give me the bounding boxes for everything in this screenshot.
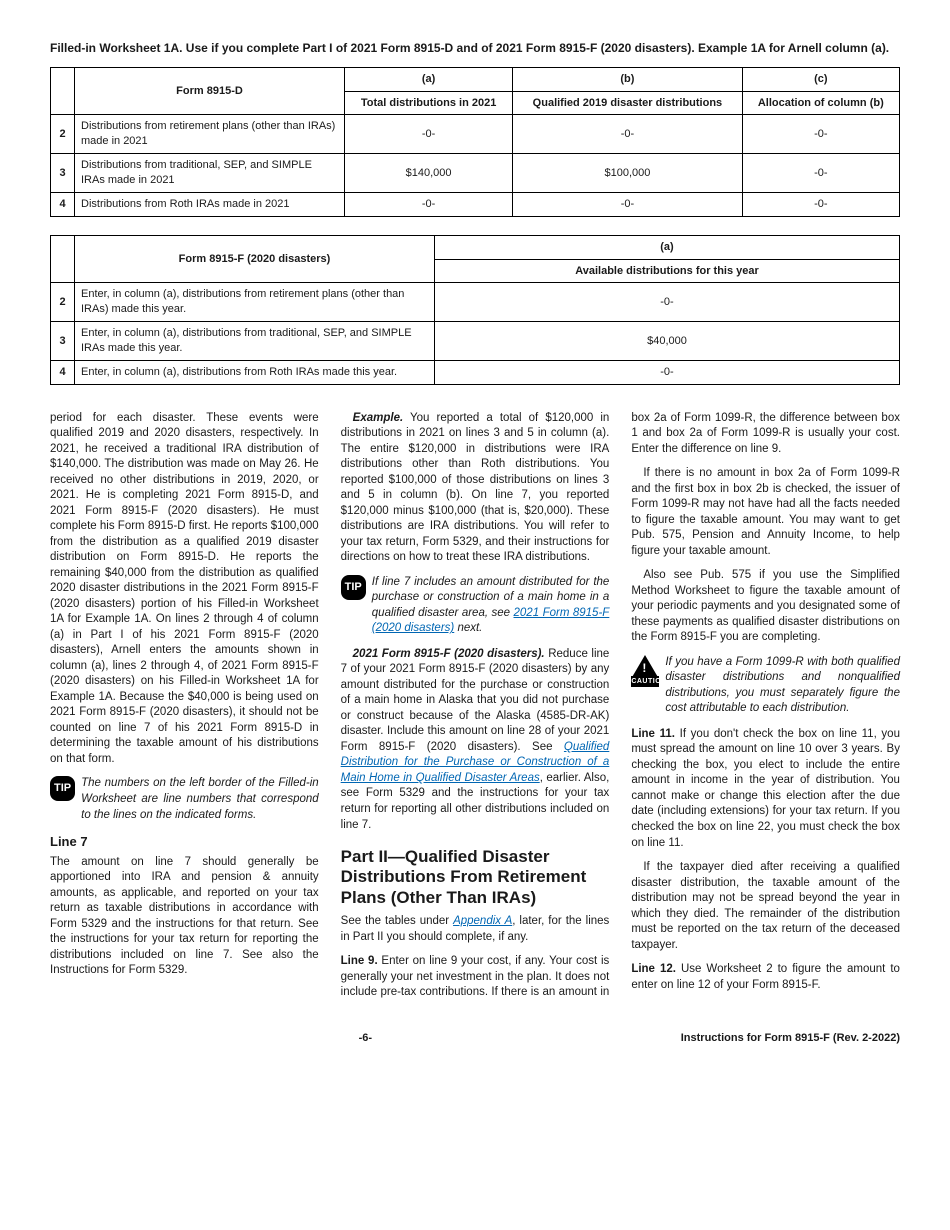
part2-pre: See the tables under — [341, 915, 453, 927]
th-a: (a) — [345, 67, 513, 91]
example-label: Example. — [353, 412, 404, 424]
para-line7: The amount on line 7 should generally be… — [50, 855, 319, 979]
th-b2: Qualified 2019 disaster distributions — [513, 91, 742, 115]
para-part2: See the tables under Appendix A, later, … — [341, 914, 610, 945]
table-row: 2 Enter, in column (a), distributions fr… — [51, 283, 900, 322]
table-row: 4 Distributions from Roth IRAs made in 2… — [51, 192, 900, 216]
table-row: 2 Distributions from retirement plans (o… — [51, 115, 900, 154]
line11-label: Line 11. — [631, 728, 675, 740]
cell-val: $140,000 — [345, 154, 513, 193]
cell-desc: Distributions from Roth IRAs made in 202… — [75, 192, 345, 216]
p2020-label: 2021 Form 8915-F (2020 disasters). — [353, 648, 545, 660]
cell-num: 4 — [51, 360, 75, 384]
tip-2: TIP If line 7 includes an amount distrib… — [341, 575, 610, 637]
para-line11b: If the taxpayer died after receiving a q… — [631, 860, 900, 953]
caution-icon: CAUTION — [631, 655, 659, 681]
para-line12: Line 12. Use Worksheet 2 to figure the a… — [631, 962, 900, 993]
footer-right: Instructions for Form 8915-F (Rev. 2-202… — [681, 1031, 900, 1046]
page-footer: -6- Instructions for Form 8915-F (Rev. 2… — [50, 1031, 900, 1046]
worksheet-title: Filled-in Worksheet 1A. Use if you compl… — [50, 40, 900, 57]
cell-desc: Distributions from retirement plans (oth… — [75, 115, 345, 154]
caution-label: CAUTION — [631, 676, 659, 687]
cell-val: -0- — [345, 115, 513, 154]
example-text: You reported a total of $120,000 in dist… — [341, 412, 610, 564]
th-c2: Allocation of column (b) — [742, 91, 899, 115]
tip-text: If line 7 includes an amount distributed… — [372, 575, 610, 637]
cell-val: -0- — [742, 154, 899, 193]
para-2020: 2021 Form 8915-F (2020 disasters). Reduc… — [341, 647, 610, 833]
para-line11: Line 11. If you don't check the box on l… — [631, 727, 900, 851]
link-appendix-a[interactable]: Appendix A — [453, 915, 512, 927]
th-form2: Form 8915-F (2020 disasters) — [75, 235, 435, 283]
caution-text: If you have a Form 1099-R with both qual… — [665, 655, 900, 717]
line7-heading: Line 7 — [50, 833, 319, 851]
cell-val: $40,000 — [435, 322, 900, 361]
cell-num: 4 — [51, 192, 75, 216]
th-blank — [51, 67, 75, 115]
th-a2: Available distributions for this year — [435, 259, 900, 283]
table-8915d: Form 8915-D (a) (b) (c) Total distributi… — [50, 67, 900, 217]
tip2-post: next. — [454, 622, 482, 634]
th-b: (b) — [513, 67, 742, 91]
cell-val: -0- — [435, 283, 900, 322]
cell-num: 3 — [51, 322, 75, 361]
th-form: Form 8915-D — [75, 67, 345, 115]
para-intro: period for each disaster. These events w… — [50, 411, 319, 768]
th-a2: Total distributions in 2021 — [345, 91, 513, 115]
cell-desc: Distributions from traditional, SEP, and… — [75, 154, 345, 193]
line12-label: Line 12. — [631, 963, 676, 975]
cell-val: -0- — [513, 192, 742, 216]
para-example: Example. You reported a total of $120,00… — [341, 411, 610, 566]
line11-text: If you don't check the box on line 11, y… — [631, 728, 900, 849]
cell-num: 2 — [51, 115, 75, 154]
para-line9b: If there is no amount in box 2a of Form … — [631, 466, 900, 559]
table-row: 3 Distributions from traditional, SEP, a… — [51, 154, 900, 193]
tip-text: The numbers on the left border of the Fi… — [81, 776, 319, 823]
line9-label: Line 9. — [341, 955, 378, 967]
body-columns: period for each disaster. These events w… — [50, 411, 900, 1001]
part2-heading: Part II—Qualified Disaster Distributions… — [341, 847, 610, 908]
tip-icon: TIP — [341, 575, 366, 600]
cell-val: -0- — [345, 192, 513, 216]
th-a: (a) — [435, 235, 900, 259]
cell-desc: Enter, in column (a), distributions from… — [75, 322, 435, 361]
cell-desc: Enter, in column (a), distributions from… — [75, 360, 435, 384]
th-c: (c) — [742, 67, 899, 91]
table-row: 3 Enter, in column (a), distributions fr… — [51, 322, 900, 361]
tip-1: TIP The numbers on the left border of th… — [50, 776, 319, 823]
tip-icon: TIP — [50, 776, 75, 801]
cell-val: -0- — [742, 192, 899, 216]
cell-val: $100,000 — [513, 154, 742, 193]
table-row: 4 Enter, in column (a), distributions fr… — [51, 360, 900, 384]
cell-desc: Enter, in column (a), distributions from… — [75, 283, 435, 322]
para-line9c: Also see Pub. 575 if you use the Simplif… — [631, 568, 900, 646]
table-8915f: Form 8915-F (2020 disasters) (a) Availab… — [50, 235, 900, 385]
cell-val: -0- — [435, 360, 900, 384]
cell-num: 2 — [51, 283, 75, 322]
page-number: -6- — [359, 1031, 372, 1046]
th-blank — [51, 235, 75, 283]
cell-val: -0- — [513, 115, 742, 154]
p2020-a: Reduce line 7 of your 2021 Form 8915-F (… — [341, 648, 610, 753]
cell-val: -0- — [742, 115, 899, 154]
caution-box: CAUTION If you have a Form 1099-R with b… — [631, 655, 900, 717]
cell-num: 3 — [51, 154, 75, 193]
